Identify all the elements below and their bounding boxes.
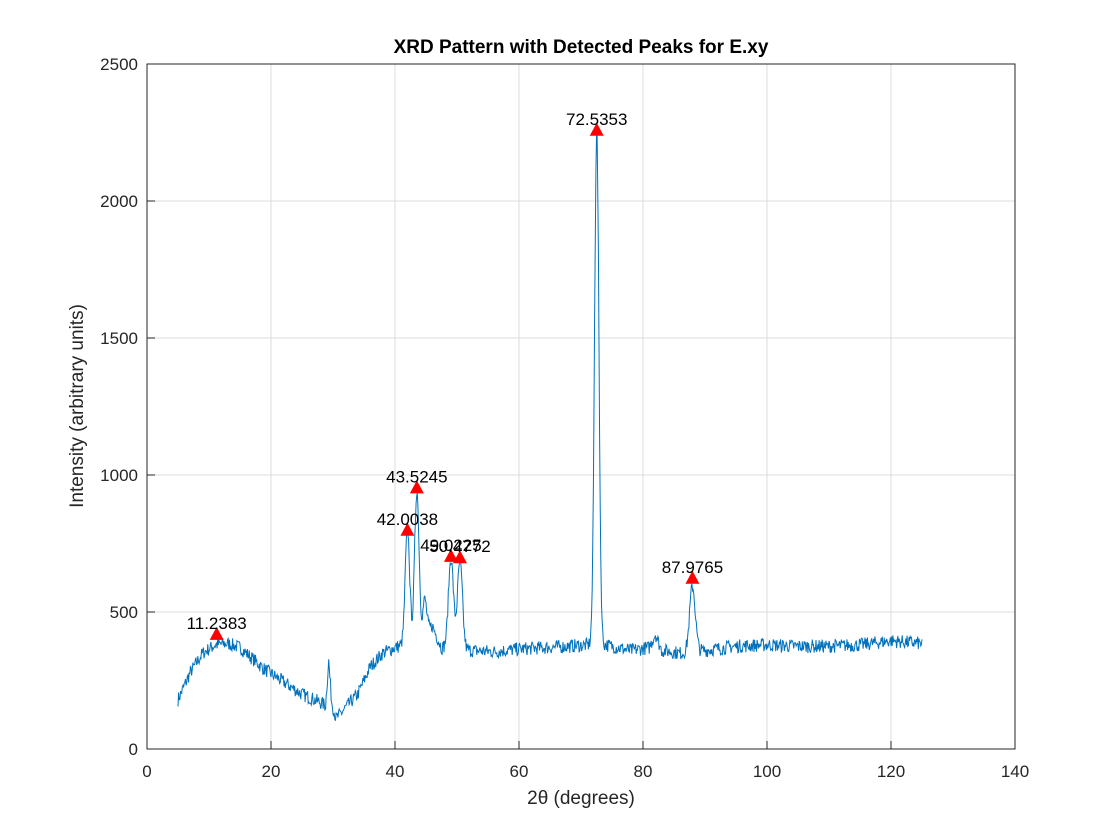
x-axis-label: 2θ (degrees) [527, 788, 635, 809]
peak-label: 49.0225 [420, 536, 481, 555]
y-tick-label: 1500 [100, 329, 138, 348]
x-tick-label: 140 [1001, 762, 1029, 781]
y-tick-label: 1000 [100, 466, 138, 485]
peak-markers [209, 122, 700, 640]
axes-background [147, 64, 1015, 749]
y-tick-label: 2500 [100, 55, 138, 74]
peak-label: 43.5245 [386, 467, 447, 486]
peak-label: 87.9765 [662, 558, 723, 577]
peak-marker [409, 480, 424, 494]
axes-box [146, 63, 1016, 750]
y-tick-label: 2000 [100, 192, 138, 211]
tick-labels: 0 20 40 60 80 100 120 140 0 500 1000 1500 2000 2500 [100, 55, 1029, 781]
peak-label: 72.5353 [566, 110, 627, 129]
peak-label: 50.4772 [429, 537, 490, 556]
peak-marker [209, 626, 224, 640]
y-tick-label: 0 [129, 740, 138, 759]
x-tick-label: 80 [634, 762, 653, 781]
axes [146, 63, 1016, 750]
x-tick-label: 60 [510, 762, 529, 781]
x-tick-label: 20 [262, 762, 281, 781]
xrd-series-line [177, 133, 923, 722]
chart-title: XRD Pattern with Detected Peaks for E.xy [394, 37, 769, 58]
x-tick-label: 100 [753, 762, 781, 781]
peak-marker [685, 570, 700, 584]
peak-label: 11.2383 [187, 614, 247, 633]
x-tick-label: 0 [142, 762, 151, 781]
x-tick-label: 120 [877, 762, 905, 781]
peak-marker [589, 122, 604, 136]
y-axis-label: Intensity (arbitrary units) [67, 304, 88, 508]
peak-marker [400, 522, 415, 536]
x-tick-label: 40 [386, 762, 405, 781]
peak-marker [443, 548, 458, 562]
y-tick-label: 500 [110, 603, 138, 622]
peak-marker [452, 550, 467, 564]
peak-label: 42.0038 [377, 510, 438, 529]
data-layer [177, 133, 923, 722]
